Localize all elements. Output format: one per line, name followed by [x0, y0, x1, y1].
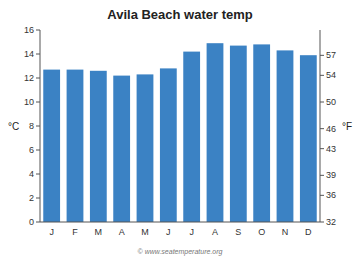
- annotation: © www.seatemperature.org: [138, 248, 223, 256]
- x-tick-label: J: [166, 227, 171, 237]
- y-tick: [36, 198, 40, 199]
- bar: [277, 50, 294, 222]
- y-tick: [36, 150, 40, 151]
- y2-tick-label: 43: [326, 144, 336, 154]
- bar: [137, 74, 154, 222]
- y2-tick: [320, 55, 324, 56]
- y2-tick: [320, 75, 324, 76]
- y2-tick: [320, 222, 324, 223]
- y-tick-label: 4: [29, 169, 34, 179]
- chart-title: Avila Beach water temp: [107, 7, 253, 22]
- bars: [43, 43, 316, 222]
- chart-svg: 02468101214163236394346505457JFMAMJJASON…: [0, 0, 360, 260]
- bar: [207, 43, 224, 222]
- x-tick-label: D: [305, 227, 312, 237]
- x-tick-label: M: [141, 227, 149, 237]
- y-tick: [36, 30, 40, 31]
- y-tick-label: 6: [29, 145, 34, 155]
- x-tick-label: S: [235, 227, 241, 237]
- y-tick-label: 14: [24, 49, 34, 59]
- y2-tick-label: 50: [326, 97, 336, 107]
- bar: [230, 46, 247, 222]
- x-tick-label: M: [95, 227, 103, 237]
- x-tick-label: A: [212, 227, 218, 237]
- x-axis-line: [40, 222, 320, 223]
- bar: [67, 70, 84, 222]
- bar: [90, 71, 107, 222]
- y-tick-label: 2: [29, 193, 34, 203]
- y-tick-label: 8: [29, 121, 34, 131]
- bar: [253, 44, 270, 222]
- y-tick-label: 0: [29, 217, 34, 227]
- y-tick: [36, 78, 40, 79]
- y2-tick-label: 39: [326, 170, 336, 180]
- y2-tick: [320, 195, 324, 196]
- y-tick: [36, 126, 40, 127]
- y-axis-label: °C: [8, 121, 19, 132]
- y2-tick-label: 54: [326, 70, 336, 80]
- y2-tick-label: 32: [326, 217, 336, 227]
- x-tick-label: A: [119, 227, 125, 237]
- y-tick: [36, 174, 40, 175]
- x-tick-label: J: [49, 227, 54, 237]
- y2-tick: [320, 175, 324, 176]
- y-tick: [36, 222, 40, 223]
- bar: [43, 70, 60, 222]
- y2-axis-label: °F: [342, 121, 352, 132]
- y2-axis-line: [320, 30, 321, 222]
- x-tick-label: J: [189, 227, 194, 237]
- y-tick-label: 12: [24, 73, 34, 83]
- bar: [160, 68, 177, 222]
- y2-tick-label: 36: [326, 190, 336, 200]
- x-tick-label: F: [72, 227, 78, 237]
- x-tick-label: N: [282, 227, 289, 237]
- bar: [113, 76, 130, 222]
- y2-tick: [320, 102, 324, 103]
- y2-tick: [320, 148, 324, 149]
- y2-tick: [320, 128, 324, 129]
- chart-container: 02468101214163236394346505457JFMAMJJASON…: [0, 0, 360, 260]
- y-tick-label: 16: [24, 25, 34, 35]
- y2-tick-label: 46: [326, 124, 336, 134]
- bar: [300, 55, 317, 222]
- y-tick: [36, 102, 40, 103]
- y-tick: [36, 54, 40, 55]
- x-tick-label: O: [258, 227, 265, 237]
- bar: [183, 52, 200, 222]
- y2-tick-label: 57: [326, 50, 336, 60]
- y-tick-label: 10: [24, 97, 34, 107]
